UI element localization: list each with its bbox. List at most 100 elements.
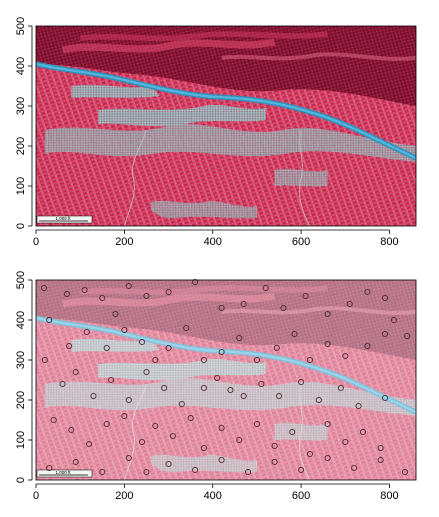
y-tick-label-bottom: 400 [15, 311, 27, 329]
sample-point [306, 450, 314, 458]
sample-point [90, 392, 97, 400]
sample-point [169, 432, 177, 440]
lighten-overlay [36, 280, 416, 480]
sample-point [143, 368, 150, 376]
sample-point [306, 356, 314, 364]
axes-top: 0 200 400 600 800 0 100 200 300 400 500 [15, 17, 399, 248]
y-tick-label-top: 200 [15, 137, 27, 155]
sample-point [192, 278, 199, 286]
sample-point [280, 304, 287, 312]
y-tick-label-top: 500 [15, 17, 27, 35]
x-tick-label-top: 600 [292, 236, 310, 248]
sample-point [121, 412, 128, 420]
sample-point [152, 356, 159, 364]
sample-point [143, 468, 150, 476]
sample-point [324, 420, 331, 428]
sample-point [359, 428, 367, 436]
sample-point [40, 284, 48, 292]
satellite-image-top [36, 26, 416, 226]
sample-point [342, 438, 349, 446]
sample-point [382, 294, 389, 302]
y-tick-label-bottom: 300 [15, 351, 27, 369]
sample-point [298, 378, 305, 386]
sample-point [236, 436, 243, 444]
sample-point [200, 384, 207, 392]
scalebar-label-bottom: 1,000 ft [55, 470, 71, 475]
sample-point [72, 368, 79, 376]
sample-point [298, 466, 305, 474]
sample-point [218, 424, 225, 432]
sample-point [46, 316, 53, 324]
sample-point [214, 374, 221, 382]
sample-point [377, 444, 384, 452]
y-tick-label-bottom: 200 [15, 391, 27, 409]
sample-point [72, 458, 79, 466]
sample-point [275, 392, 283, 400]
sample-point [346, 300, 353, 308]
sample-point [85, 440, 93, 448]
sample-point [108, 376, 115, 384]
scalebar-top: 1,000 ft [36, 215, 93, 224]
sample-points [40, 278, 411, 476]
sample-point [364, 342, 371, 350]
sample-point [125, 282, 132, 290]
panel-top: 1,000 ft 0 200 400 600 800 0 100 200 300 400 500 [15, 17, 417, 248]
y-tick-label-top: 400 [15, 57, 27, 75]
sample-point [66, 342, 73, 350]
panel-bottom: 1,000 ft 0 200 400 600 800 0 100 200 300 400 500 [15, 271, 417, 502]
sample-point [236, 334, 243, 342]
x-tick-label-top: 800 [380, 236, 398, 248]
sample-point [112, 310, 119, 318]
sample-point [271, 458, 278, 466]
sample-point [99, 468, 106, 476]
sample-point [41, 356, 48, 364]
sample-point [63, 290, 70, 298]
sample-point [183, 324, 190, 332]
sample-point [240, 392, 247, 400]
sample-point [324, 310, 331, 318]
sample-point [377, 456, 384, 464]
sample-point [165, 344, 172, 352]
sample-point [337, 384, 344, 392]
sample-point [187, 414, 194, 422]
y-tick-label-top: 100 [15, 177, 27, 195]
sample-point [271, 442, 278, 450]
sample-point [218, 304, 225, 312]
sample-point [59, 380, 66, 388]
sample-point [404, 332, 411, 340]
y-tick-label-bottom: 0 [15, 477, 27, 483]
sample-point [245, 468, 252, 476]
sample-point [291, 330, 298, 338]
sample-point [68, 426, 75, 434]
y-tick-label-bottom: 100 [15, 431, 27, 449]
sample-point [143, 292, 150, 300]
sample-point [253, 356, 260, 364]
sample-point [227, 386, 234, 394]
sample-point [200, 444, 207, 452]
axes-bottom: 0 200 400 600 800 0 100 200 300 400 500 [15, 271, 399, 502]
sample-point [138, 338, 146, 346]
sample-point [382, 330, 389, 338]
sample-point [390, 316, 397, 324]
sample-point [289, 428, 296, 436]
sample-point [125, 454, 132, 462]
x-tick-label-bottom: 400 [204, 490, 222, 502]
scalebar-bottom: 1,000 ft [36, 469, 93, 478]
sample-point [355, 402, 362, 410]
scalebar-label-top: 1,000 ft [55, 216, 71, 221]
sample-point [200, 356, 207, 364]
sample-point [99, 294, 106, 302]
x-tick-label-top: 400 [204, 236, 222, 248]
sample-point [218, 348, 225, 356]
sample-point [83, 328, 90, 336]
x-tick-label-bottom: 600 [292, 490, 310, 502]
sample-point [315, 396, 322, 404]
sample-point [262, 284, 269, 292]
sample-point [103, 344, 110, 352]
sample-point [342, 352, 349, 360]
sample-point [165, 460, 172, 468]
sample-point [401, 468, 409, 476]
sample-point [253, 420, 260, 428]
sample-point [382, 394, 389, 402]
